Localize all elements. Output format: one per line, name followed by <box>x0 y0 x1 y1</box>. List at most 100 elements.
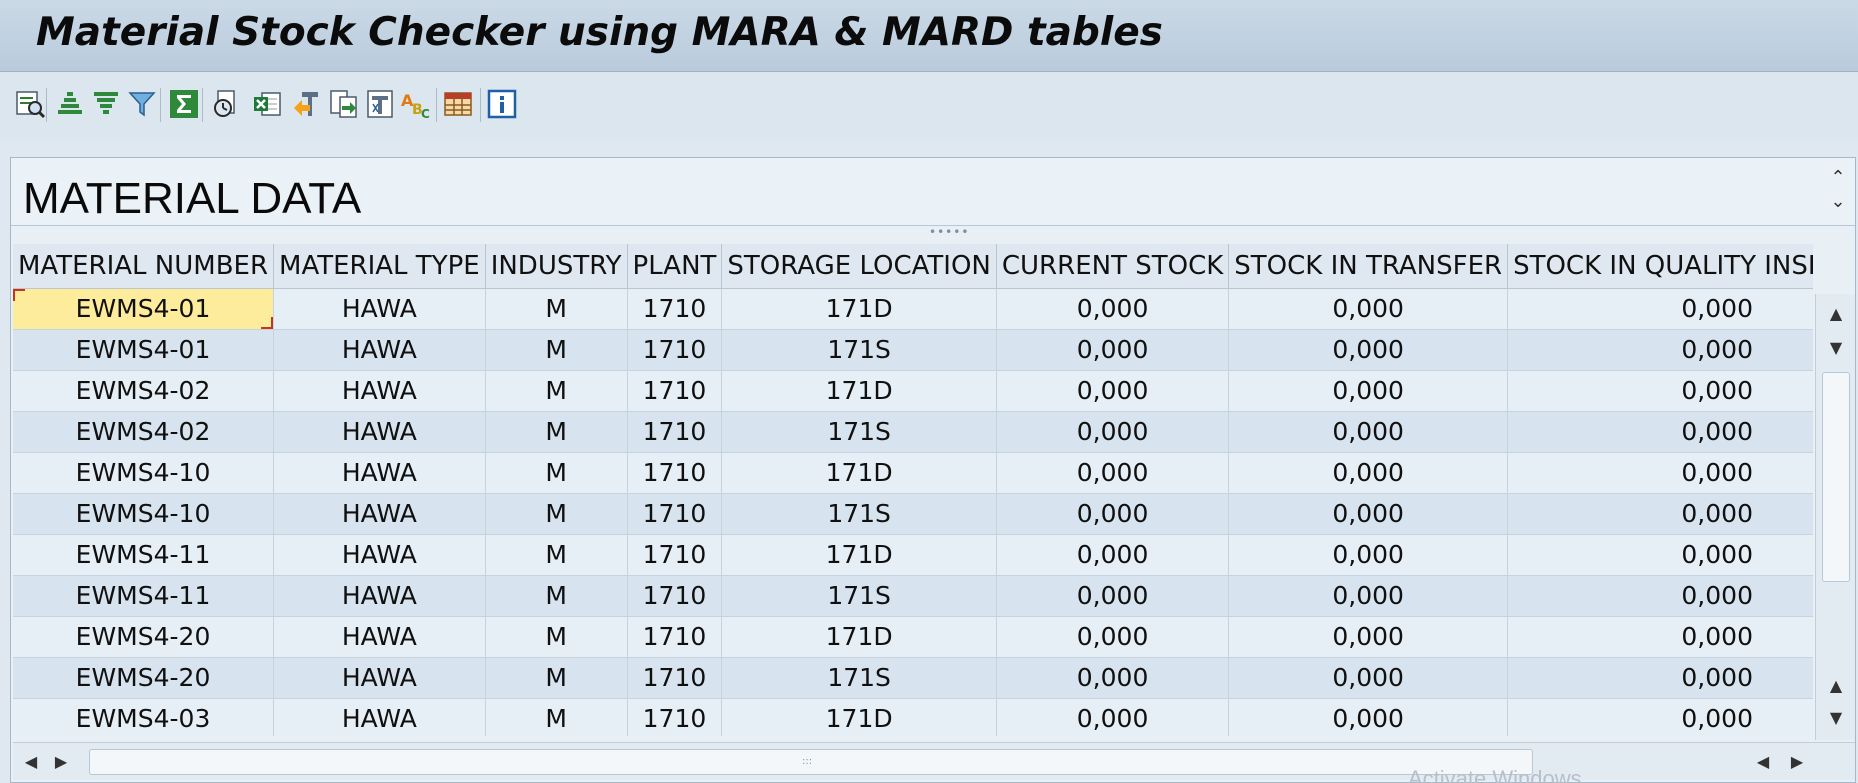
table-row[interactable]: EWMS4-11 HAWA M 1710 171D 0,000 0,000 0,000 <box>13 534 1813 576</box>
material-type-cell[interactable]: HAWA <box>273 370 486 412</box>
table-row[interactable]: EWMS4-10 HAWA M 1710 171D 0,000 0,000 0,000 <box>13 452 1813 494</box>
stock-in-quality-cell[interactable]: 0,000 <box>1507 575 1813 617</box>
stock-in-quality-cell[interactable]: 0,000 <box>1507 534 1813 576</box>
stock-in-quality-cell[interactable]: 0,000 <box>1507 452 1813 494</box>
stock-in-transfer-cell[interactable]: 0,000 <box>1228 452 1509 494</box>
storage-location-cell[interactable]: 171D <box>721 616 997 658</box>
scroll-left-icon[interactable]: ◀ <box>24 752 38 771</box>
horizontal-scroll-thumb[interactable]: ::: <box>89 749 1533 775</box>
industry-cell[interactable]: M <box>485 411 628 453</box>
material-number-cell[interactable]: EWMS4-03 <box>13 698 275 736</box>
current-stock-cell[interactable]: 0,000 <box>996 370 1230 412</box>
material-number-cell[interactable]: EWMS4-10 <box>13 493 275 535</box>
industry-cell[interactable]: M <box>485 698 628 736</box>
chevron-up-icon[interactable]: ⌃ <box>1830 167 1846 188</box>
stock-in-transfer-cell[interactable]: 0,000 <box>1228 657 1509 699</box>
material-type-cell[interactable]: HAWA <box>273 452 486 494</box>
material-number-cell[interactable]: EWMS4-11 <box>13 534 275 576</box>
scroll-page-up-icon[interactable]: ▲ <box>1829 676 1843 695</box>
storage-location-cell[interactable]: 171D <box>721 452 997 494</box>
plant-cell[interactable]: 1710 <box>627 534 723 576</box>
header-scroll-arrows[interactable]: ⌃ ⌄ <box>1827 166 1849 218</box>
plant-cell[interactable]: 1710 <box>627 493 723 535</box>
table-row[interactable]: EWMS4-01 HAWA M 1710 171D 0,000 0,000 0,000 <box>13 288 1813 330</box>
industry-cell[interactable]: M <box>485 329 628 371</box>
stock-in-quality-cell[interactable]: 0,000 <box>1507 657 1813 699</box>
material-type-cell[interactable]: HAWA <box>273 616 486 658</box>
plant-cell[interactable]: 1710 <box>627 329 723 371</box>
current-stock-cell[interactable]: 0,000 <box>996 288 1230 330</box>
table-row[interactable]: EWMS4-02 HAWA M 1710 171S 0,000 0,000 0,000 <box>13 411 1813 453</box>
plant-cell[interactable]: 1710 <box>627 370 723 412</box>
material-number-cell[interactable]: EWMS4-01 <box>13 288 275 330</box>
scroll-page-left-icon[interactable]: ◀ <box>1756 752 1770 771</box>
chevron-down-icon[interactable]: ⌄ <box>1830 191 1846 212</box>
scroll-down-icon[interactable]: ▼ <box>1829 338 1843 357</box>
stock-in-quality-cell[interactable]: 0,000 <box>1507 616 1813 658</box>
storage-location-cell[interactable]: 171D <box>721 698 997 736</box>
stock-in-quality-cell[interactable]: 0,000 <box>1507 493 1813 535</box>
stock-in-transfer-cell[interactable]: 0,000 <box>1228 288 1509 330</box>
current-stock-cell[interactable]: 0,000 <box>996 575 1230 617</box>
material-type-cell[interactable]: HAWA <box>273 534 486 576</box>
word-processing-button[interactable] <box>362 86 398 122</box>
material-number-cell[interactable]: EWMS4-10 <box>13 452 275 494</box>
current-stock-cell[interactable]: 0,000 <box>996 411 1230 453</box>
plant-cell[interactable]: 1710 <box>627 288 723 330</box>
stock-in-transfer-cell[interactable]: 0,000 <box>1228 370 1509 412</box>
material-number-cell[interactable]: EWMS4-11 <box>13 575 275 617</box>
stock-in-quality-cell[interactable]: 0,000 <box>1507 370 1813 412</box>
export-local-file-button[interactable] <box>326 86 362 122</box>
column-header[interactable]: STOCK IN QUALITY INSPE <box>1507 244 1813 289</box>
industry-cell[interactable]: M <box>485 493 628 535</box>
column-header[interactable]: STOCK IN TRANSFER <box>1228 244 1509 289</box>
column-header[interactable]: PLANT <box>627 244 723 289</box>
scroll-right-icon[interactable]: ▶ <box>54 752 68 771</box>
stock-in-transfer-cell[interactable]: 0,000 <box>1228 575 1509 617</box>
stock-in-transfer-cell[interactable]: 0,000 <box>1228 329 1509 371</box>
current-stock-cell[interactable]: 0,000 <box>996 329 1230 371</box>
current-stock-cell[interactable]: 0,000 <box>996 493 1230 535</box>
export-text-button[interactable] <box>290 86 326 122</box>
table-row[interactable]: EWMS4-02 HAWA M 1710 171D 0,000 0,000 0,000 <box>13 370 1813 412</box>
current-stock-cell[interactable]: 0,000 <box>996 698 1230 736</box>
plant-cell[interactable]: 1710 <box>627 698 723 736</box>
industry-cell[interactable]: M <box>485 575 628 617</box>
industry-cell[interactable]: M <box>485 288 628 330</box>
storage-location-cell[interactable]: 171S <box>721 575 997 617</box>
industry-cell[interactable]: M <box>485 657 628 699</box>
abc-analysis-button[interactable]: A B C <box>398 86 434 122</box>
stock-in-quality-cell[interactable]: 0,000 <box>1507 288 1813 330</box>
table-row[interactable]: EWMS4-01 HAWA M 1710 171S 0,000 0,000 0,000 <box>13 329 1813 371</box>
stock-in-quality-cell[interactable]: 0,000 <box>1507 329 1813 371</box>
material-type-cell[interactable]: HAWA <box>273 288 486 330</box>
stock-in-transfer-cell[interactable]: 0,000 <box>1228 616 1509 658</box>
scroll-page-down-icon[interactable]: ▼ <box>1829 708 1843 727</box>
column-header[interactable]: MATERIAL NUMBER <box>13 244 275 289</box>
plant-cell[interactable]: 1710 <box>627 657 723 699</box>
plant-cell[interactable]: 1710 <box>627 452 723 494</box>
material-type-cell[interactable]: HAWA <box>273 411 486 453</box>
export-spreadsheet-button[interactable] <box>250 86 286 122</box>
stock-in-transfer-cell[interactable]: 0,000 <box>1228 534 1509 576</box>
plant-cell[interactable]: 1710 <box>627 575 723 617</box>
stock-in-transfer-cell[interactable]: 0,000 <box>1228 493 1509 535</box>
change-layout-button[interactable] <box>440 86 476 122</box>
column-header[interactable]: CURRENT STOCK <box>996 244 1230 289</box>
material-type-cell[interactable]: HAWA <box>273 698 486 736</box>
storage-location-cell[interactable]: 171D <box>721 288 997 330</box>
column-header[interactable]: INDUSTRY <box>485 244 628 289</box>
material-type-cell[interactable]: HAWA <box>273 575 486 617</box>
material-type-cell[interactable]: HAWA <box>273 657 486 699</box>
table-row[interactable]: EWMS4-03 HAWA M 1710 171D 0,000 0,000 0,000 <box>13 698 1813 736</box>
table-row[interactable]: EWMS4-10 HAWA M 1710 171S 0,000 0,000 0,000 <box>13 493 1813 535</box>
current-stock-cell[interactable]: 0,000 <box>996 452 1230 494</box>
material-type-cell[interactable]: HAWA <box>273 329 486 371</box>
filter-button[interactable] <box>124 86 160 122</box>
column-header[interactable]: MATERIAL TYPE <box>273 244 486 289</box>
sort-descending-button[interactable] <box>88 86 124 122</box>
current-stock-cell[interactable]: 0,000 <box>996 657 1230 699</box>
storage-location-cell[interactable]: 171S <box>721 329 997 371</box>
storage-location-cell[interactable]: 171S <box>721 493 997 535</box>
storage-location-cell[interactable]: 171S <box>721 657 997 699</box>
